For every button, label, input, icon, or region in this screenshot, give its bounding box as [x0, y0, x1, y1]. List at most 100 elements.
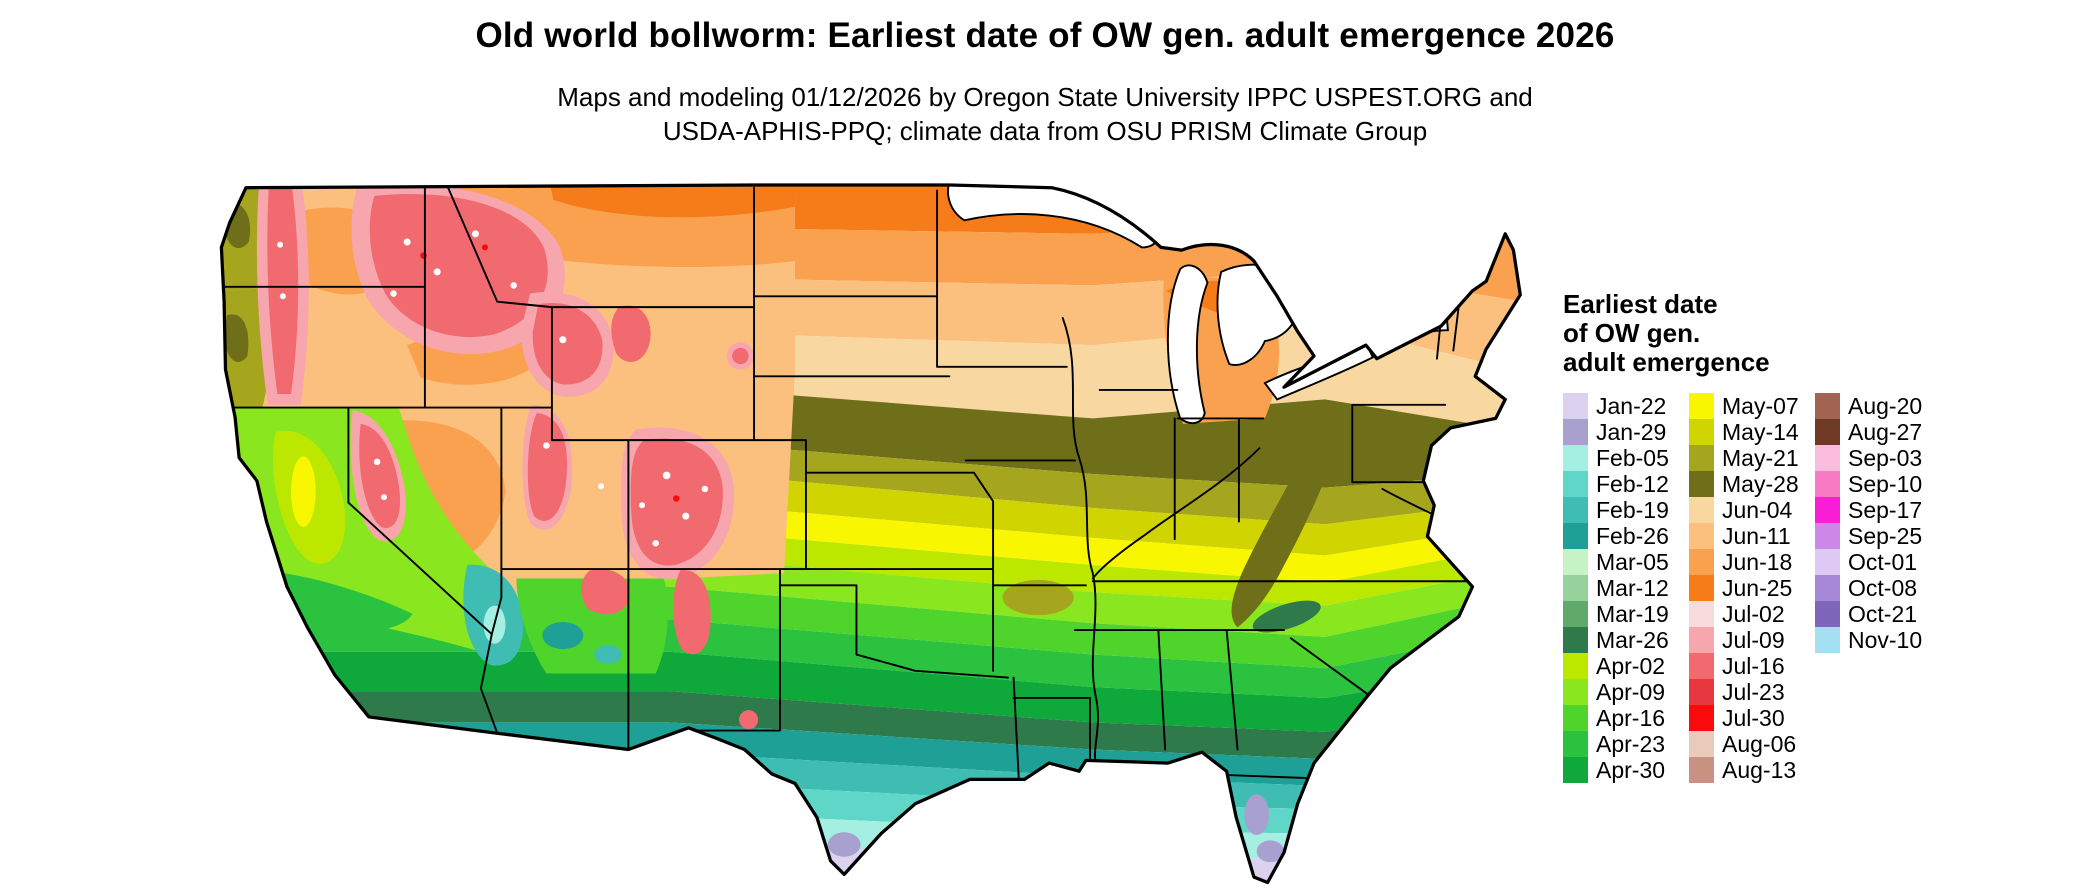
- legend-item: Jan-22: [1563, 393, 1689, 419]
- legend-item: Mar-12: [1563, 575, 1689, 601]
- legend-label: Apr-02: [1596, 652, 1666, 679]
- legend-label: Jul-30: [1722, 704, 1785, 731]
- legend-swatch: [1563, 575, 1588, 601]
- legend-label: Jan-22: [1596, 392, 1667, 419]
- legend-label: Nov-10: [1848, 626, 1923, 653]
- legend-column: Aug-20 Aug-27 Sep-03 Sep-10 Sep-17 Sep-25 Oct-…: [1815, 393, 1941, 783]
- legend-item: May-28: [1689, 471, 1815, 497]
- legend-swatch: [1689, 445, 1714, 471]
- legend-swatch: [1689, 419, 1714, 445]
- legend-item: Feb-26: [1563, 523, 1689, 549]
- legend-item: Jun-18: [1689, 549, 1815, 575]
- legend-item: May-07: [1689, 393, 1815, 419]
- coast-range-dark-patch: [224, 314, 249, 362]
- legend-columns: Jan-22 Jan-29 Feb-05 Feb-12 Feb-19 Feb-26 Mar-…: [1563, 393, 1941, 783]
- legend-label: Jan-29: [1596, 418, 1667, 445]
- legend-label: Jul-16: [1722, 652, 1785, 679]
- legend-swatch: [1563, 471, 1588, 497]
- us-emergence-map: [219, 183, 1522, 885]
- lake-michigan: [1167, 264, 1209, 425]
- legend-swatch: [1815, 419, 1840, 445]
- legend-item: Aug-06: [1689, 731, 1815, 757]
- legend-label: Mar-26: [1596, 626, 1669, 653]
- ozark-olive-patch: [1002, 579, 1074, 616]
- legend-item: Mar-05: [1563, 549, 1689, 575]
- legend-label: Sep-17: [1848, 496, 1923, 523]
- mountain-patches: [256, 184, 759, 730]
- legend-item: Nov-10: [1815, 627, 1941, 653]
- socal-coast-patch: [279, 573, 413, 632]
- legend-swatch: [1815, 497, 1840, 523]
- legend-swatch: [1689, 757, 1714, 783]
- colorado-rockies-red: [630, 438, 723, 566]
- legend-label: May-14: [1722, 418, 1799, 445]
- legend-item: Jan-29: [1563, 419, 1689, 445]
- legend-label: Mar-12: [1596, 574, 1669, 601]
- legend-label: Sep-10: [1848, 470, 1923, 497]
- adirondack-dark-patch: [1393, 296, 1437, 329]
- legend-item: Feb-05: [1563, 445, 1689, 471]
- legend-label: Mar-05: [1596, 548, 1669, 575]
- legend-label: Apr-09: [1596, 678, 1666, 705]
- legend-swatch: [1563, 679, 1588, 705]
- tucson-teal-patch: [594, 645, 622, 665]
- legend-item: Apr-16: [1563, 705, 1689, 731]
- legend-column: Jan-22 Jan-29 Feb-05 Feb-12 Feb-19 Feb-26 Mar-…: [1563, 393, 1689, 783]
- davis-mountains-red: [739, 710, 759, 730]
- legend-item: Oct-21: [1815, 601, 1941, 627]
- legend-label: Mar-19: [1596, 600, 1669, 627]
- northern-rockies-red: [369, 194, 548, 338]
- mogollon-red: [581, 569, 631, 615]
- legend-title: Earliest date of OW gen. adult emergence: [1563, 290, 1941, 377]
- north-border-dark-patch: [546, 184, 796, 218]
- legend-item: Jun-11: [1689, 523, 1815, 549]
- legend-swatch: [1689, 393, 1714, 419]
- legend: Earliest date of OW gen. adult emergence…: [1563, 290, 1941, 783]
- legend-item: Jul-16: [1689, 653, 1815, 679]
- legend-label: Aug-06: [1722, 730, 1797, 757]
- legend-swatch: [1563, 497, 1588, 523]
- legend-swatch: [1689, 679, 1714, 705]
- black-hills-red: [732, 347, 749, 365]
- legend-label: Jun-25: [1722, 574, 1793, 601]
- legend-item: Aug-20: [1815, 393, 1941, 419]
- map-container: [205, 166, 1523, 892]
- legend-item: Jun-04: [1689, 497, 1815, 523]
- date-band-Jan-22: [221, 841, 1521, 883]
- legend-label: Sep-03: [1848, 444, 1923, 471]
- legend-label: Apr-23: [1596, 730, 1666, 757]
- sierra-red: [359, 423, 401, 528]
- subtitle: Maps and modeling 01/12/2026 by Oregon S…: [330, 80, 1760, 148]
- legend-label: May-28: [1722, 470, 1799, 497]
- legend-label: Apr-30: [1596, 756, 1666, 783]
- legend-swatch: [1815, 601, 1840, 627]
- bighorn-red: [611, 305, 651, 362]
- legend-item: Aug-27: [1815, 419, 1941, 445]
- legend-swatch: [1563, 601, 1588, 627]
- legend-swatch: [1563, 523, 1588, 549]
- legend-label: Jul-02: [1722, 600, 1785, 627]
- legend-swatch: [1563, 653, 1588, 679]
- legend-swatch: [1689, 627, 1714, 653]
- legend-swatch: [1563, 393, 1588, 419]
- legend-item: Mar-19: [1563, 601, 1689, 627]
- new-mexico-red: [673, 570, 711, 655]
- legend-label: Sep-25: [1848, 522, 1923, 549]
- legend-item: Jun-25: [1689, 575, 1815, 601]
- legend-item: Sep-25: [1815, 523, 1941, 549]
- subtitle-line-2: USDA-APHIS-PPQ; climate data from OSU PR…: [662, 116, 1428, 146]
- legend-item: May-14: [1689, 419, 1815, 445]
- legend-item: Apr-23: [1563, 731, 1689, 757]
- legend-swatch: [1689, 471, 1714, 497]
- legend-item: Feb-19: [1563, 497, 1689, 523]
- valley-core-patch: [291, 456, 316, 527]
- legend-item: Aug-13: [1689, 757, 1815, 783]
- legend-item: Jul-23: [1689, 679, 1815, 705]
- legend-title-line-1: Earliest date: [1563, 289, 1718, 319]
- date-band-Apr-30: [221, 651, 1521, 732]
- mississippi-river-border: [1061, 317, 1099, 765]
- south-texas-lavender-patch: [827, 832, 861, 857]
- legend-swatch: [1815, 523, 1840, 549]
- legend-swatch: [1563, 445, 1588, 471]
